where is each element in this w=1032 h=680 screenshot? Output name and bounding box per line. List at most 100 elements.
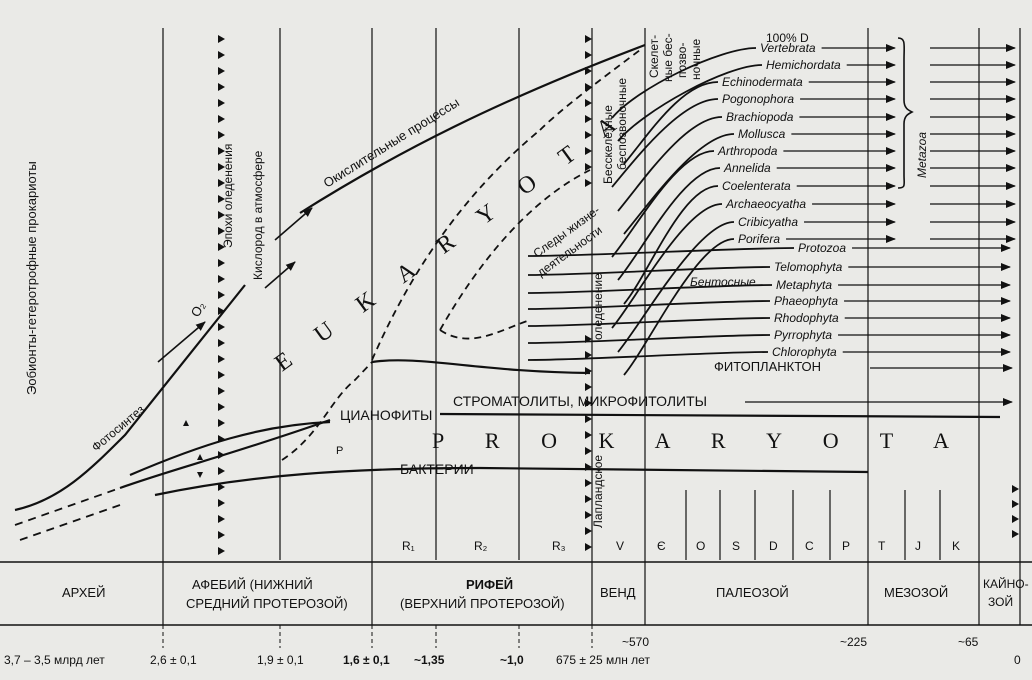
taxon-label: Pogonophora xyxy=(722,92,794,106)
period-label: P xyxy=(842,539,850,553)
glaciation-markers-1 xyxy=(218,35,225,555)
p-label: P xyxy=(336,445,343,457)
era-table-lines xyxy=(0,561,1032,626)
taxon-branch xyxy=(527,247,795,257)
glaciation-triangle xyxy=(218,387,225,395)
period-label: D xyxy=(769,539,778,553)
stromatolites-label: СТРОМАТОЛИТЫ, МИКРОФИТОЛИТЫ xyxy=(453,393,707,409)
photosynthesis-label: Фотосинтез xyxy=(89,402,148,454)
glaciation-triangle xyxy=(218,227,225,235)
taxon-label: Brachiopoda xyxy=(726,110,794,124)
taxon-label: Archaeocyatha xyxy=(725,197,806,211)
age-label: 1,6 ± 0,1 xyxy=(343,653,390,667)
period-labels: R₁ R₂ R₃ V Є O S D C P T J K xyxy=(402,539,960,553)
period-label: S xyxy=(732,539,740,553)
taxon-label: Metaphyta xyxy=(776,278,832,292)
glaciation-triangle xyxy=(585,527,592,535)
glaciation-triangle xyxy=(218,211,225,219)
glaciation-triangle xyxy=(218,259,225,267)
period-label: V xyxy=(616,539,624,553)
period-label: R₁ xyxy=(402,539,415,553)
percent-label: 100% D xyxy=(766,31,809,45)
age-label: 0 xyxy=(1014,653,1021,667)
skeletal-label-2: ные бес- xyxy=(661,33,675,82)
age-label: ~1,0 xyxy=(500,653,524,667)
taxon-label: Cribicyatha xyxy=(738,215,798,229)
bacteria-label: БАКТЕРИИ xyxy=(400,461,474,477)
taxon-label: Echinodermata xyxy=(722,75,803,89)
taxon-branch xyxy=(527,284,773,294)
taxa-labels: Vertebrata Hemichordata Echinodermata Pogon… xyxy=(717,41,846,359)
taxon-branch xyxy=(611,47,757,119)
taxon-label: Rhodophyta xyxy=(774,311,839,325)
glaciation-triangle xyxy=(585,415,592,423)
glaciation-triangle xyxy=(585,179,592,187)
glaciation-triangle xyxy=(218,147,225,155)
glaciation-markers-2 xyxy=(585,35,592,187)
era-aphebian-1: АФЕБИЙ (НИЖНИЙ xyxy=(192,577,313,592)
time-gridlines xyxy=(162,28,1021,625)
glaciation-triangle xyxy=(218,163,225,171)
glaciation-triangle xyxy=(585,115,592,123)
period-label: T xyxy=(878,539,886,553)
glaciation-triangle xyxy=(218,403,225,411)
taxon-label: Annelida xyxy=(723,161,771,175)
era-archean: АРХЕЙ xyxy=(62,585,105,600)
taxon-branch xyxy=(527,351,769,361)
glaciation-triangle xyxy=(218,531,225,539)
taxon-label: Coelenterata xyxy=(722,179,791,193)
glaciation-triangle xyxy=(585,495,592,503)
glaciation-triangle xyxy=(585,383,592,391)
glaciation-triangle xyxy=(218,499,225,507)
glaciation-triangle xyxy=(218,323,225,331)
glaciations-label: Эпохи оледенения xyxy=(221,144,235,248)
period-label: K xyxy=(952,539,960,553)
taxon-label: Protozoa xyxy=(798,241,846,255)
era-mesozoic: МЕЗОЗОЙ xyxy=(884,585,948,600)
glaciation-triangle xyxy=(218,115,225,123)
taxon-label: Pyrrophyta xyxy=(774,328,832,342)
taxon-branch xyxy=(527,300,771,310)
glaciation-triangle xyxy=(1012,530,1019,538)
taxon-branch xyxy=(617,64,763,142)
taxon-label: Porifera xyxy=(738,232,780,246)
taxon-branch xyxy=(617,167,721,281)
glaciation-triangle xyxy=(585,447,592,455)
glaciation-triangle xyxy=(585,399,592,407)
glaciation-triangle xyxy=(585,147,592,155)
glaciation-triangle xyxy=(585,543,592,551)
glaciation-triangle xyxy=(218,307,225,315)
glaciation-triangle xyxy=(218,547,225,555)
glaciation-triangle xyxy=(218,419,225,427)
taxon-branch xyxy=(611,98,719,188)
glaciation-triangle xyxy=(585,51,592,59)
oxidative-label: Окислительные процессы xyxy=(321,95,462,191)
glaciation-triangle xyxy=(218,195,225,203)
period-label: J xyxy=(915,539,921,553)
glaciation-triangle xyxy=(585,351,592,359)
age-label: ~1,35 xyxy=(414,653,445,667)
glaciation-triangle xyxy=(218,275,225,283)
glaciation-triangle xyxy=(218,99,225,107)
taxon-label: Mollusca xyxy=(738,127,786,141)
age-dash-ticks xyxy=(162,625,593,648)
age-label: ~225 xyxy=(840,635,867,649)
oxygen-arrows xyxy=(157,207,313,363)
age-labels: 3,7 – 3,5 млрд лет 2,6 ± 0,1 1,9 ± 0,1 1,6 … xyxy=(4,635,1021,667)
taxon-label: Arthropoda xyxy=(717,144,778,158)
era-riphean-1: РИФЕЙ xyxy=(466,577,513,592)
right-arrows xyxy=(745,44,1016,406)
age-label: ~65 xyxy=(958,635,979,649)
skeletonless-label-1: Бесскелетные xyxy=(601,105,615,184)
taxon-label: Phaeophyta xyxy=(774,294,838,308)
phytoplankton-label: ФИТОПЛАНКТОН xyxy=(714,359,821,374)
age-label: 1,9 ± 0,1 xyxy=(257,653,304,667)
period-label: R₂ xyxy=(474,539,488,553)
glaciation-triangle xyxy=(218,179,225,187)
age-label: 2,6 ± 0,1 xyxy=(150,653,197,667)
benthic-label: Бентосные xyxy=(690,275,756,289)
glaciation-triangle xyxy=(218,243,225,251)
glaciation-triangle xyxy=(218,83,225,91)
glaciation-triangle xyxy=(218,355,225,363)
